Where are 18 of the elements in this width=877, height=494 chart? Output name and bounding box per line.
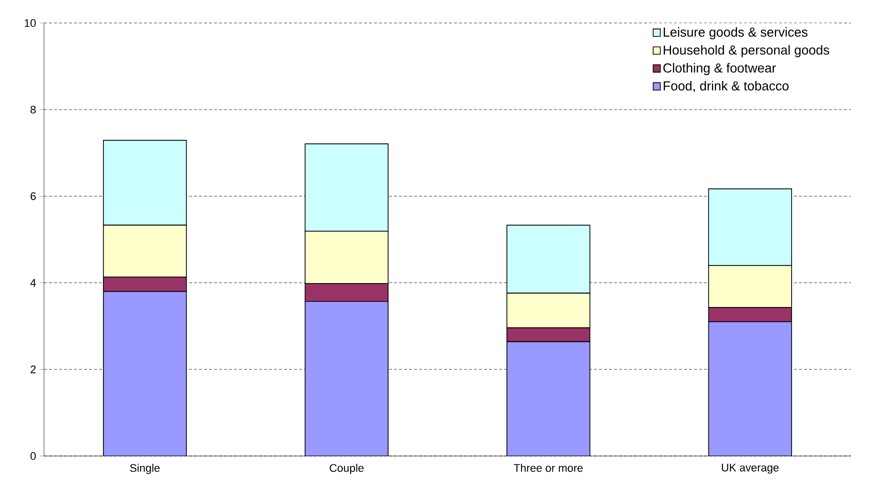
legend-label: Clothing & footwear <box>663 63 776 76</box>
x-tick-label: Three or more <box>514 464 583 472</box>
legend-label: Leisure goods & services <box>664 27 808 40</box>
x-tick-label: Single <box>130 464 160 474</box>
y-tick-label: 4 <box>30 279 36 287</box>
y-tick-label: 0 <box>30 452 36 460</box>
bar <box>304 301 389 456</box>
x-tick-label: UK average <box>722 464 779 474</box>
bar <box>102 291 187 456</box>
y-tick-label: 2 <box>30 366 36 374</box>
y-tick-label: 6 <box>30 192 36 200</box>
legend-label: Household & personal goods <box>664 45 830 58</box>
legend-label: Food, drink & tobacco <box>664 80 789 92</box>
bar <box>708 321 792 456</box>
y-tick-label: 8 <box>30 106 36 114</box>
y-tick-label: 10 <box>24 19 36 27</box>
bar <box>506 341 590 456</box>
x-tick-label: Couple <box>330 464 364 474</box>
